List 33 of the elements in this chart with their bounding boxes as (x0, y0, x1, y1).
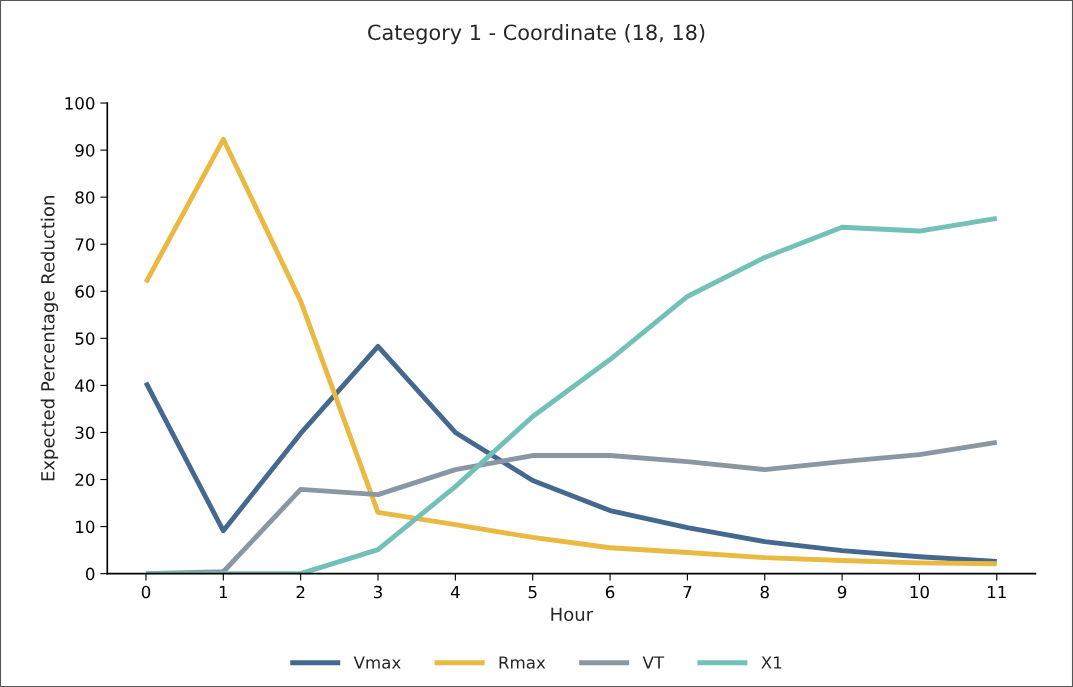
x-tick-label: 2 (296, 585, 305, 599)
y-tick-label: 100 (65, 97, 95, 110)
y-tick-label: 50 (75, 332, 95, 345)
y-axis-title: Expected Percentage Reduction (40, 196, 59, 481)
y-tick-label: 0 (85, 567, 95, 581)
x-tick-label: 11 (988, 585, 1006, 599)
legend-label: VT (642, 656, 665, 669)
x-tick-label: 1 (219, 585, 228, 599)
y-tick-label: 40 (75, 379, 95, 392)
line-series (143, 136, 1000, 567)
chart-title: Category 1 - Coordinate (18, 18) (368, 24, 705, 45)
x-tick-label: 4 (450, 585, 460, 599)
legend-label: Rmax (499, 656, 546, 669)
legend-label: Vmax (353, 656, 401, 669)
y-tick-label: 80 (75, 191, 95, 204)
y-tick-label: 60 (75, 285, 95, 298)
y-tick-label: 90 (75, 144, 95, 157)
x-tick-label: 7 (683, 585, 692, 599)
line-series (143, 215, 1000, 574)
x-tick-label: 8 (760, 585, 769, 599)
x-tick-label: 5 (528, 585, 537, 599)
x-tick-label: 6 (605, 585, 615, 599)
y-tick-label: 20 (75, 473, 95, 487)
x-axis-title: Hour (551, 607, 594, 622)
line-series (143, 343, 1000, 564)
legend-label: X1 (761, 656, 782, 669)
y-tick-label: 30 (75, 426, 95, 440)
x-tick-label: 0 (141, 585, 151, 599)
x-tick-label: 9 (837, 585, 847, 599)
x-tick-label: 3 (373, 585, 382, 599)
y-tick-label: 70 (75, 238, 95, 251)
y-tick-label: 10 (76, 520, 95, 534)
x-tick-label: 10 (910, 585, 929, 599)
